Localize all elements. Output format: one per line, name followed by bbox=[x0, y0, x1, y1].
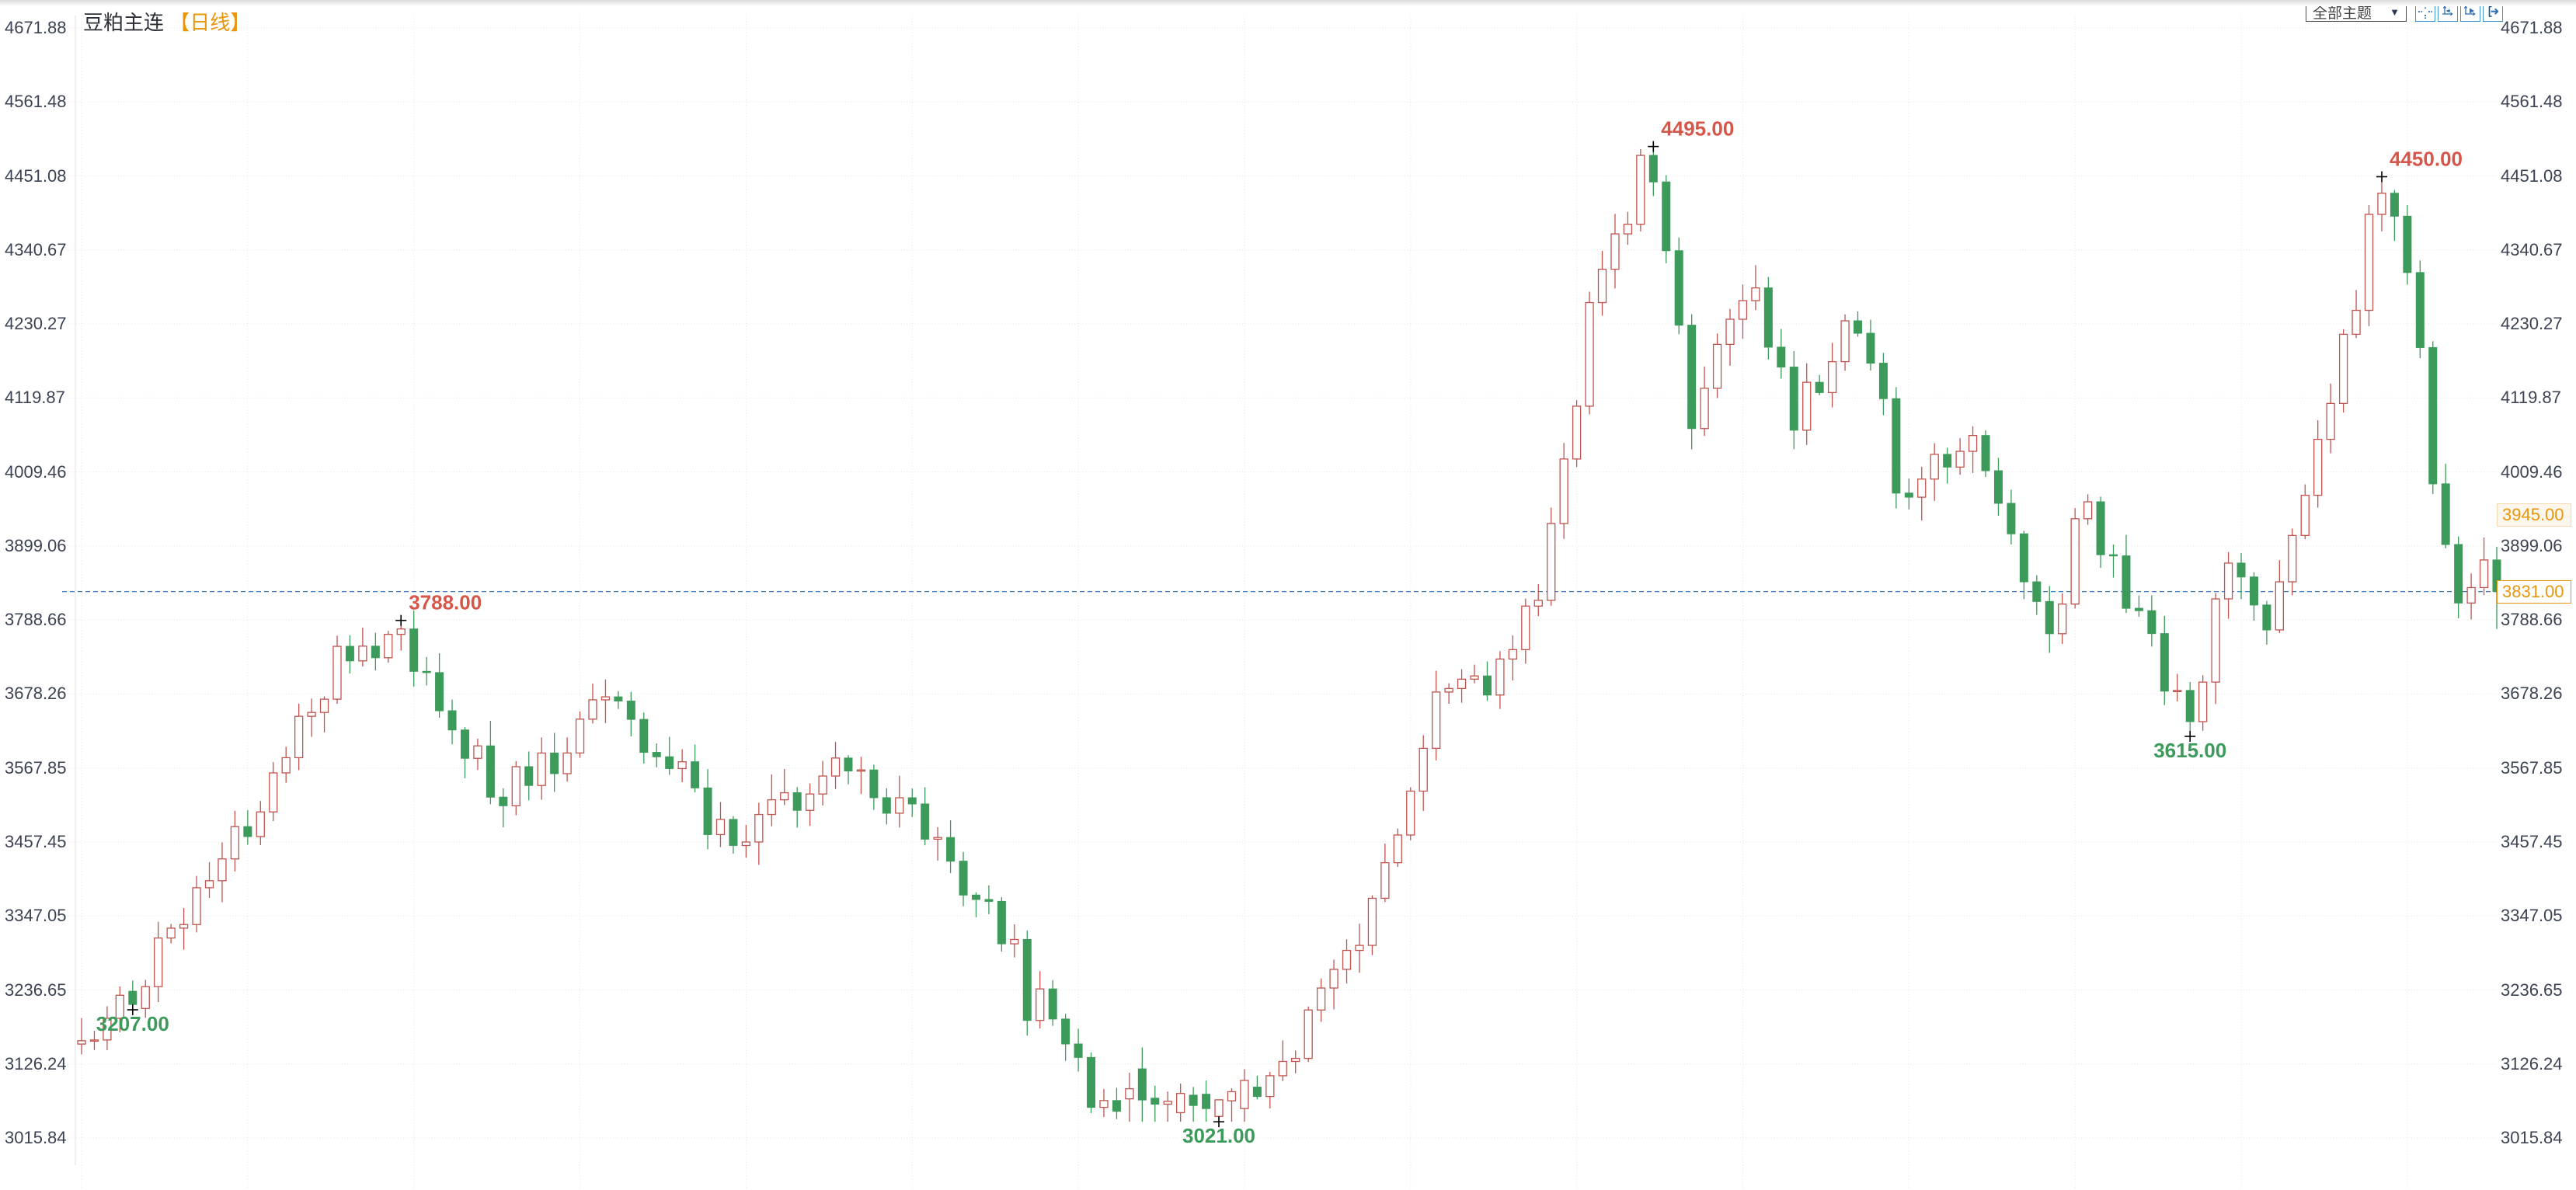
svg-text:3021.00: 3021.00 bbox=[1182, 1124, 1255, 1147]
svg-text:3788.00: 3788.00 bbox=[409, 591, 482, 614]
svg-text:3207.00: 3207.00 bbox=[96, 1012, 169, 1035]
svg-text:4450.00: 4450.00 bbox=[2390, 148, 2463, 171]
svg-text:4495.00: 4495.00 bbox=[1661, 117, 1734, 141]
svg-text:3615.00: 3615.00 bbox=[2153, 739, 2226, 762]
